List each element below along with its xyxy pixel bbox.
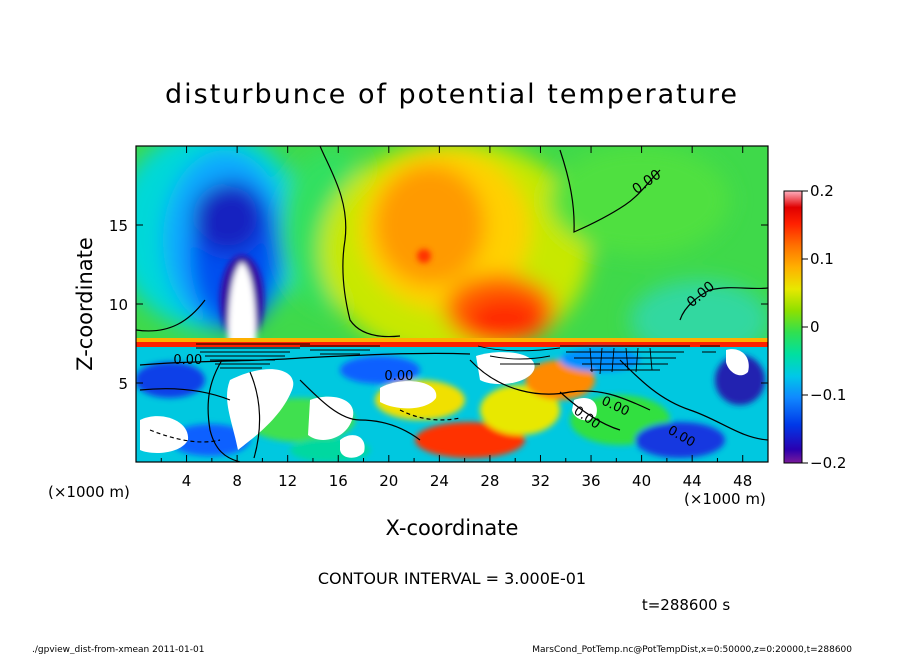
colorbar-tick-label: 0.1 (810, 250, 834, 268)
colorbar-tick-label: −0.1 (810, 386, 846, 404)
contour-lines (136, 146, 768, 462)
colorbar-tick-label: 0 (810, 318, 820, 336)
x-tick-label: 28 (480, 472, 499, 490)
heatmap-field (136, 146, 768, 462)
x-axis-unit-left: (×1000 m) (48, 483, 130, 501)
x-axis: 4 8 12 16 20 24 28 32 36 40 44 48 (160, 146, 752, 490)
y-tick-label: 15 (109, 217, 128, 235)
colorbar (783, 190, 803, 464)
upper-layer (136, 146, 768, 360)
x-tick-label: 48 (733, 472, 752, 490)
turbulent-contours (196, 343, 720, 375)
lower-layer (136, 347, 768, 462)
x-axis-unit-right: (×1000 m) (684, 490, 766, 508)
upper-details (220, 249, 431, 345)
x-tick-label: 4 (182, 472, 192, 490)
chart-title: disturbunce of potential temperature (165, 79, 739, 110)
x-tick-label: 32 (531, 472, 550, 490)
footer-right: MarsCond_PotTemp.nc@PotTempDist,x=0:5000… (532, 645, 852, 654)
x-tick-label: 24 (430, 472, 449, 490)
colorbar-tick-label: 0.2 (810, 182, 834, 200)
x-tick-label: 20 (379, 472, 398, 490)
x-tick-label: 12 (278, 472, 297, 490)
x-tick-label: 16 (329, 472, 348, 490)
x-axis-label: X-coordinate (386, 516, 519, 540)
contour-label: 0.00 (384, 369, 413, 384)
contour-label: 0.00 (173, 353, 202, 368)
time-stamp: t=288600 s (642, 596, 730, 614)
y-axis: 5 10 15 (109, 217, 768, 393)
inversion-strip (136, 342, 768, 347)
footer-left: ./gpview_dist-from-xmean 2011-01-01 (32, 645, 204, 654)
y-axis-label: Z-coordinate (73, 237, 97, 371)
colorbar-tick-label: −0.2 (810, 454, 846, 472)
x-tick-label: 40 (632, 472, 651, 490)
x-tick-label: 36 (581, 472, 600, 490)
x-tick-label: 44 (683, 472, 702, 490)
colorbar-ticks: 0.2 0.1 0 −0.1 −0.2 (802, 182, 846, 472)
y-tick-label: 10 (109, 296, 128, 314)
contour-interval: CONTOUR INTERVAL = 3.000E-01 (318, 569, 586, 588)
x-tick-label: 8 (232, 472, 242, 490)
y-tick-label: 5 (118, 375, 128, 393)
